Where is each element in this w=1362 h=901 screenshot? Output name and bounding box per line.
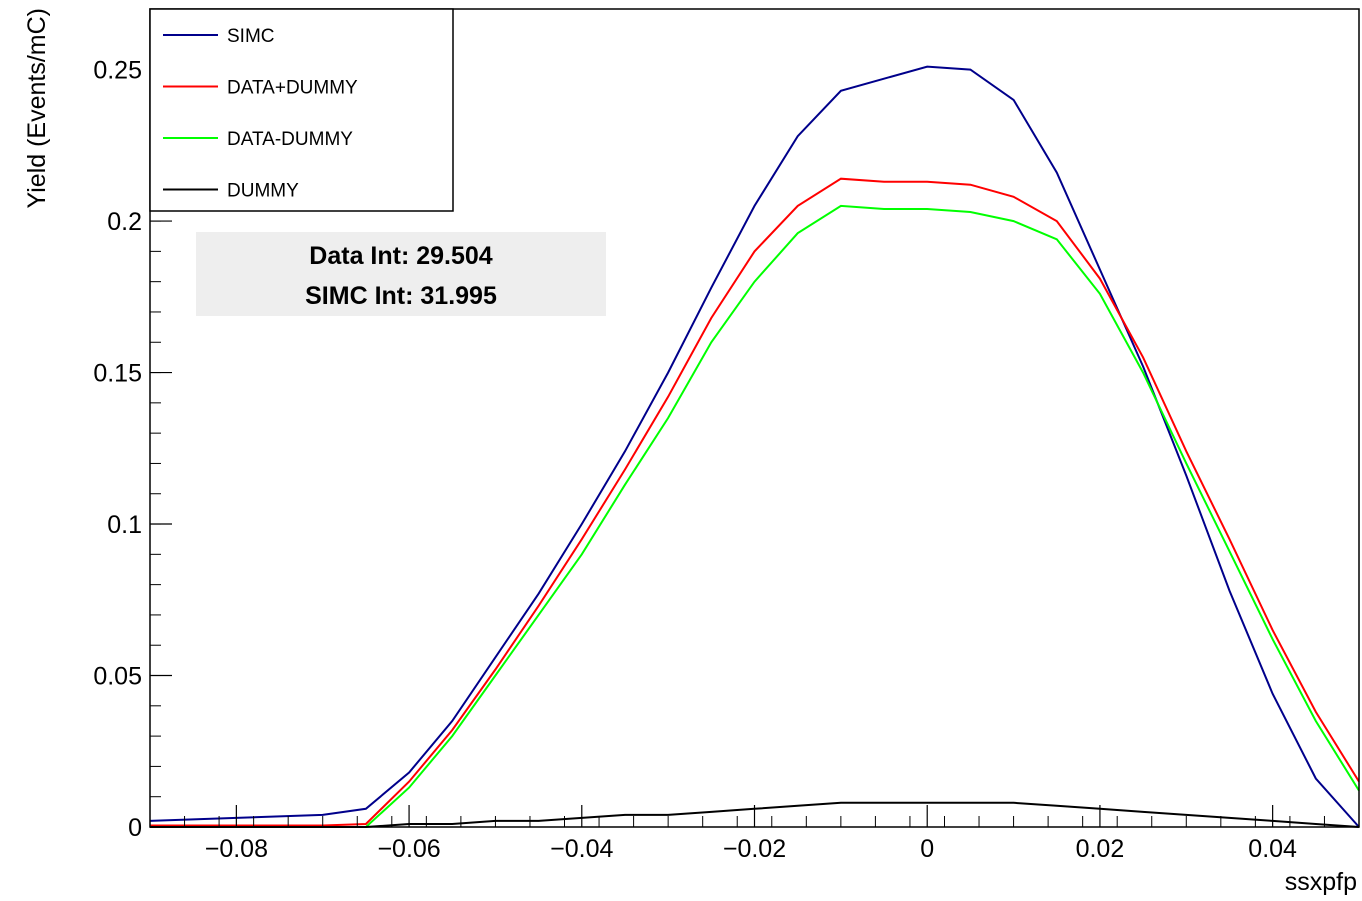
x-tick-label: −0.08 bbox=[205, 835, 268, 863]
stat-box-background bbox=[196, 232, 606, 316]
x-tick-label: 0.02 bbox=[1076, 835, 1125, 863]
x-tick-label: −0.06 bbox=[377, 835, 440, 863]
legend-label-data-dummy: DATA-DUMMY bbox=[227, 129, 353, 150]
series-line-dummy bbox=[150, 801, 1360, 828]
x-axis-title: ssxpfp bbox=[1285, 868, 1357, 896]
y-tick-label: 0.1 bbox=[107, 511, 142, 539]
y-tick-label: 0 bbox=[128, 814, 142, 842]
stat-simc-integral: SIMC Int: 31.995 bbox=[305, 282, 497, 310]
legend-entries: SIMC DATA+DUMMY DATA-DUMMY DUMMY bbox=[163, 26, 358, 202]
x-tick-label: 0.04 bbox=[1248, 835, 1297, 863]
y-axis-title: Yield (Events/mC) bbox=[23, 8, 51, 209]
x-tick-label: −0.02 bbox=[723, 835, 786, 863]
axis-tick-labels: −0.08 −0.06 −0.04 −0.02 0 0.02 0.04 0 0.05 0.1 0.1… bbox=[93, 57, 1297, 863]
x-tick-label: −0.04 bbox=[550, 835, 613, 863]
y-tick-label: 0.2 bbox=[107, 208, 142, 236]
legend-label-data-dummy: DATA+DUMMY bbox=[227, 78, 358, 99]
legend-label-dummy: DUMMY bbox=[227, 181, 299, 202]
series-line-data-dummy bbox=[150, 204, 1360, 828]
legend: SIMC DATA+DUMMY DATA-DUMMY DUMMY bbox=[149, 8, 454, 212]
stat-data-integral: Data Int: 29.504 bbox=[309, 242, 493, 270]
legend-box bbox=[149, 8, 454, 212]
x-tick-label: 0 bbox=[920, 835, 934, 863]
y-tick-label: 0.05 bbox=[93, 663, 142, 691]
y-tick-label: 0.15 bbox=[93, 360, 142, 388]
legend-label-simc: SIMC bbox=[227, 26, 275, 47]
series-line-data-dummy bbox=[150, 177, 1360, 827]
series-layer bbox=[149, 65, 1360, 828]
y-tick-label: 0.25 bbox=[93, 57, 142, 85]
axis-ticks bbox=[149, 38, 1325, 828]
stat-box: Data Int: 29.504 SIMC Int: 31.995 bbox=[196, 232, 606, 316]
series-line-simc bbox=[149, 65, 1360, 828]
